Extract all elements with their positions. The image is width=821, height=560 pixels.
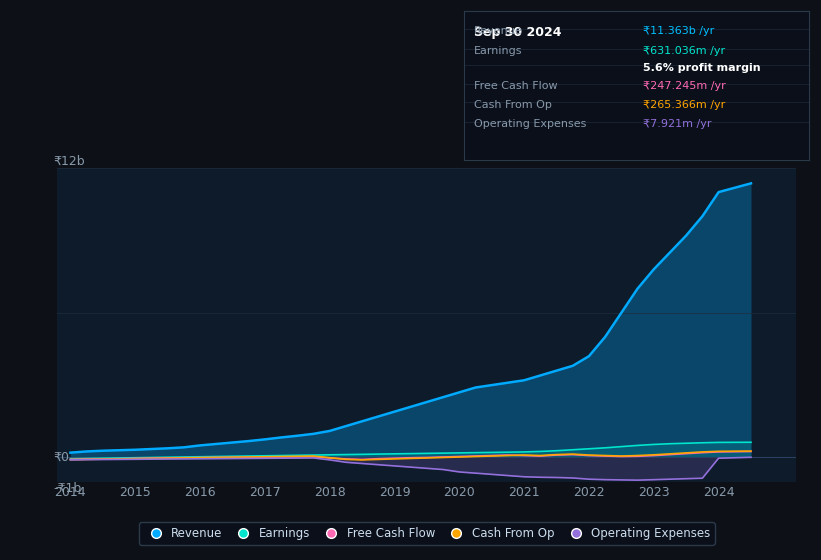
Text: Sep 30 2024: Sep 30 2024 [475, 26, 562, 39]
Text: Revenue: Revenue [475, 26, 523, 36]
Text: ₹631.036m /yr: ₹631.036m /yr [643, 46, 725, 57]
Text: ₹11.363b /yr: ₹11.363b /yr [643, 26, 714, 36]
Text: -₹1b: -₹1b [54, 482, 82, 494]
Text: Free Cash Flow: Free Cash Flow [475, 81, 557, 91]
Text: Earnings: Earnings [475, 46, 523, 57]
Text: ₹265.366m /yr: ₹265.366m /yr [643, 100, 726, 110]
Text: ₹0: ₹0 [54, 451, 70, 464]
Text: Operating Expenses: Operating Expenses [475, 119, 586, 129]
Text: ₹12b: ₹12b [54, 155, 85, 168]
Text: 5.6% profit margin: 5.6% profit margin [643, 63, 761, 73]
Legend: Revenue, Earnings, Free Cash Flow, Cash From Op, Operating Expenses: Revenue, Earnings, Free Cash Flow, Cash … [139, 522, 715, 545]
Text: ₹247.245m /yr: ₹247.245m /yr [643, 81, 726, 91]
Text: Cash From Op: Cash From Op [475, 100, 552, 110]
Text: ₹7.921m /yr: ₹7.921m /yr [643, 119, 712, 129]
